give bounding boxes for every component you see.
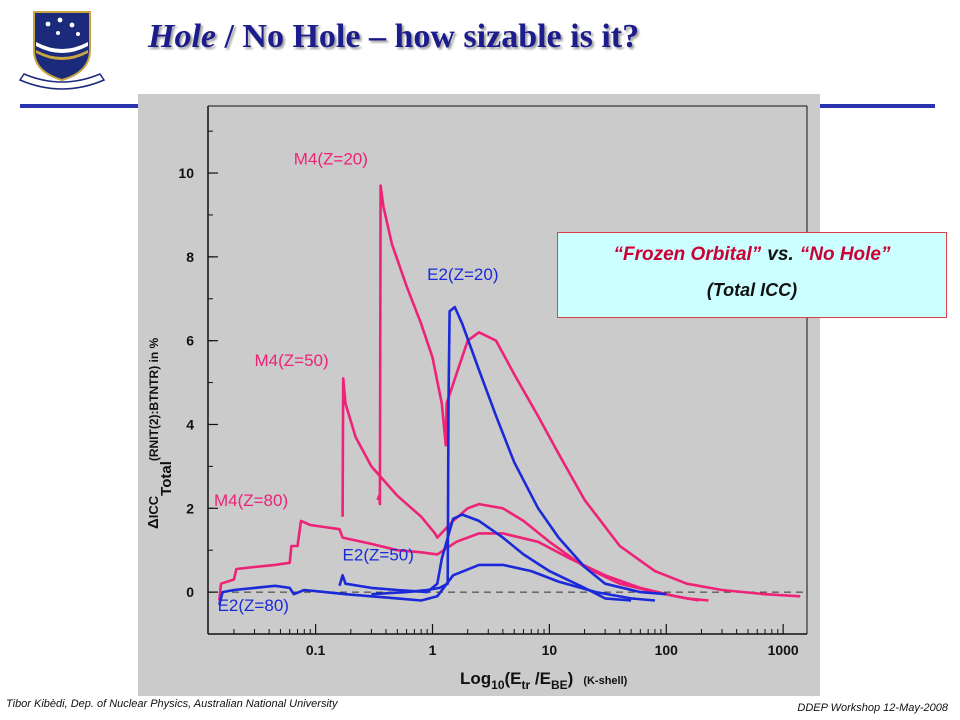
series-label-m4-z-50: M4(Z=50) (255, 351, 329, 370)
series-line-m4-z-20 (376, 184, 801, 598)
y-tick-label: 10 (178, 165, 194, 181)
x-tick-label: 100 (655, 642, 679, 658)
y-tick-label: 6 (186, 333, 194, 349)
series-line-e2-z-20 (371, 305, 667, 596)
legend-frozen-orbital: “Frozen Orbital” (613, 244, 762, 265)
plot-panel: 0.1 1 10 100 1000 0 2 4 6 8 10 M4(Z=20) M4(Z=50) M4(… (138, 94, 820, 696)
y-tick-label: 0 (186, 584, 194, 600)
footer-event: DDEP Workshop 12-May-2008 (797, 702, 948, 714)
series-label-e2-z-80: E2(Z=80) (218, 596, 289, 615)
y-tick-label: 8 (186, 249, 194, 265)
footer-author: Tibor Kibèdi, Dep. of Nuclear Physics, A… (6, 698, 338, 710)
university-crest-logo (14, 6, 110, 98)
x-tick-label: 10 (542, 642, 558, 658)
x-tick-label: 1000 (768, 642, 799, 658)
series-line-e2-z-50 (338, 513, 632, 602)
slide-title: Hole / No Hole – how sizable is it? (148, 18, 639, 56)
icc-difference-chart: 0.1 1 10 100 1000 0 2 4 6 8 10 M4(Z=20) M4(Z=50) M4(… (145, 105, 808, 692)
title-rest: / No Hole – how sizable is it? (215, 18, 640, 55)
legend-total-icc: (Total ICC) (706, 280, 798, 300)
series-label-m4-z-80: M4(Z=80) (214, 491, 288, 510)
series-label-m4-z-20: M4(Z=20) (294, 150, 368, 169)
series-line-e2-z-80 (218, 563, 656, 606)
y-tick-label: 2 (186, 500, 194, 516)
y-tick-label: 4 (186, 416, 194, 432)
title-italic-part: Hole (148, 18, 216, 55)
x-tick-label: 0.1 (306, 642, 326, 658)
x-axis-label: Log10(Etr /EBE) (K-shell) (460, 669, 628, 692)
series-line-m4-z-80 (218, 519, 700, 602)
y-axis-label: ΔICCTotal(RNIT(2):BTNTR) in % (145, 337, 175, 529)
series-line-m4-z-50 (341, 377, 709, 602)
legend-no-hole: “No Hole” (799, 244, 891, 265)
series-label-e2-z-50: E2(Z=50) (343, 546, 414, 565)
x-tick-label: 1 (429, 642, 437, 658)
comparison-legend-box: “Frozen Orbital” vs. “No Hole” (Total ICC) (557, 232, 947, 318)
series-label-e2-z-20: E2(Z=20) (427, 265, 498, 284)
legend-vs: vs. (767, 244, 794, 265)
